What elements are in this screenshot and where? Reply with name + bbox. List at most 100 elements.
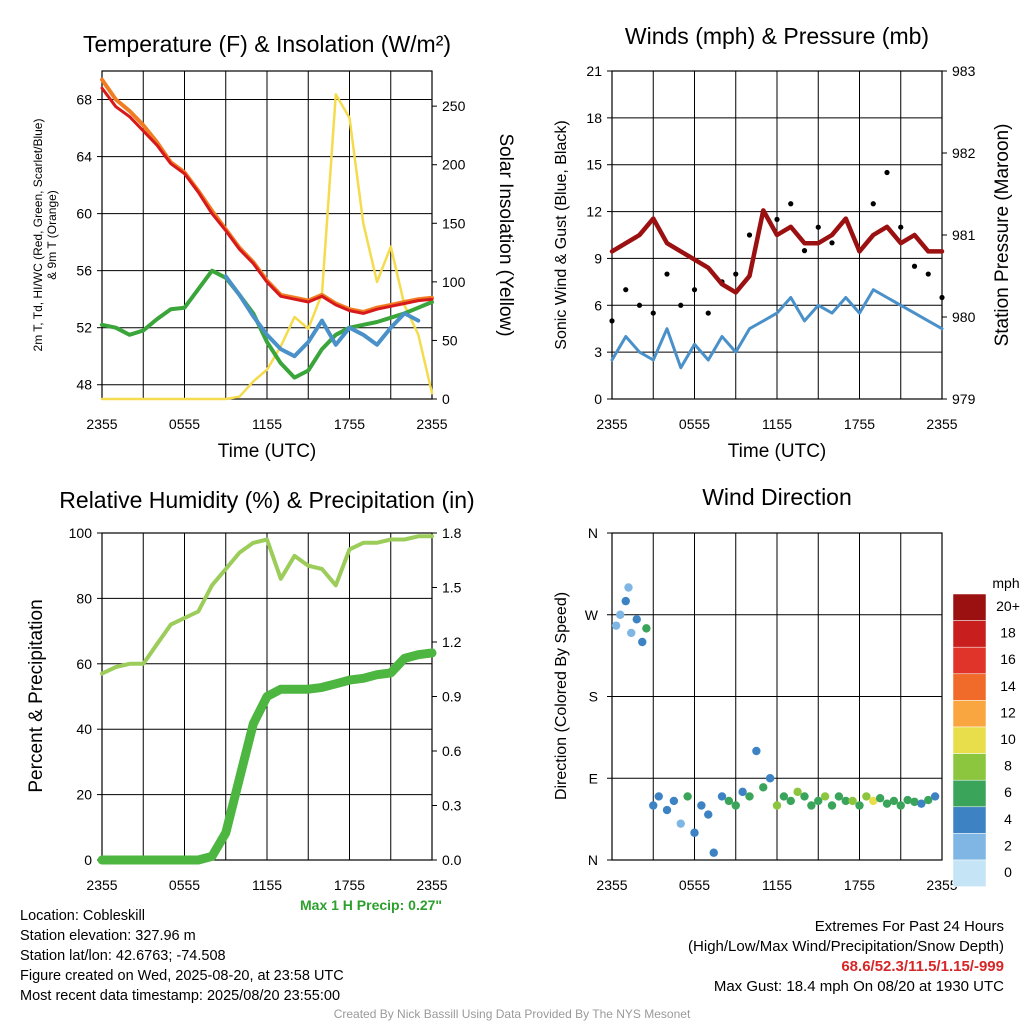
gust-point <box>746 232 753 238</box>
gust-point <box>925 271 931 277</box>
gust-point <box>705 310 711 316</box>
extremes-panel: Extremes For Past 24 Hours (High/Low/Max… <box>688 917 1004 997</box>
y-tick-label: N <box>588 525 598 541</box>
y2-tick-label: 100 <box>442 274 466 290</box>
legend-swatch <box>952 700 987 728</box>
legend-swatch <box>952 833 987 861</box>
y-tick-label: 12 <box>586 204 602 220</box>
legend-swatch <box>952 620 987 648</box>
gust-point <box>678 302 684 308</box>
wind-direction-point <box>697 801 706 810</box>
legend-label: 18 <box>1000 625 1016 641</box>
x-tick-label: 0555 <box>169 416 200 432</box>
gust-point <box>691 287 698 293</box>
wind-direction-point <box>624 583 633 592</box>
y2-axis-label: Solar Insolation (Yellow) <box>495 133 516 336</box>
temp-2m-line <box>100 86 434 315</box>
wind-direction-point <box>779 792 789 801</box>
plot-frame <box>101 70 433 400</box>
heat-index-line <box>223 274 421 359</box>
wind-direction-point <box>662 805 672 815</box>
wind-direction-point <box>745 792 754 801</box>
gust-point <box>650 310 656 316</box>
x-tick-label: 0555 <box>679 877 710 893</box>
y-tick-label: 100 <box>69 525 93 541</box>
y-tick-label: 80 <box>76 590 92 606</box>
wind-direction-point <box>820 792 830 801</box>
chart-title: Relative Humidity (%) & Precipitation (i… <box>59 487 474 513</box>
legend-label: 14 <box>1000 678 1016 694</box>
y-tick-label: 52 <box>76 320 92 336</box>
legend-swatch <box>952 646 987 675</box>
x-tick-label: 1755 <box>844 877 875 893</box>
y-tick-label: 15 <box>586 157 602 173</box>
y-tick-label: 64 <box>76 149 92 165</box>
y2-tick-label: 982 <box>952 145 976 161</box>
wind-direction-point <box>807 801 816 810</box>
recent-data-label: Most recent data timestamp: 2025/08/20 2… <box>20 988 341 1004</box>
wind-direction-point <box>752 746 761 756</box>
wind-direction-point <box>642 624 651 633</box>
x-tick-label: 2355 <box>926 877 957 893</box>
station-pressure-line <box>609 208 945 295</box>
chart-title: Wind Direction <box>702 484 852 510</box>
wind-direction-point <box>917 799 926 808</box>
wind-direction-point <box>649 801 658 810</box>
y-tick-label: W <box>585 607 599 623</box>
wind-direction-point <box>638 637 647 647</box>
y-tick-label: 6 <box>594 297 602 313</box>
precipitation-line <box>97 648 437 865</box>
x-tick-label: 1155 <box>762 877 792 893</box>
wind-direction-point <box>841 796 850 806</box>
extremes-values: 68.6/52.3/11.5/1.15/-999 <box>841 958 1004 975</box>
gust-point <box>801 248 808 254</box>
wind-direction-point <box>759 783 768 792</box>
wind-direction-point <box>632 615 641 624</box>
wind-direction-point <box>616 610 625 619</box>
y-tick-label: 60 <box>76 656 92 672</box>
y2-tick-label: 0 <box>442 391 450 407</box>
y-tick-label: 48 <box>76 377 92 393</box>
wind-direction-point <box>683 792 692 801</box>
y-tick-label: N <box>588 852 598 868</box>
x-tick-label: 1155 <box>252 416 282 432</box>
wind-direction-point <box>827 801 837 810</box>
x-tick-label: 2355 <box>86 877 117 893</box>
y2-tick-label: 250 <box>442 98 466 114</box>
y2-tick-label: 200 <box>442 157 466 173</box>
legend-title: mph <box>992 575 1019 591</box>
wind-direction-point <box>834 792 844 801</box>
y2-tick-label: 1.2 <box>442 634 462 650</box>
x-tick-label: 0555 <box>679 416 710 432</box>
relative-humidity-line <box>100 534 434 676</box>
y2-tick-label: 0.0 <box>442 852 462 868</box>
y-axis-label: 2m T, Td, HI/WC (Red, Green, Scarlet/Blu… <box>31 119 45 352</box>
x-tick-label: 1755 <box>844 416 875 432</box>
legend-label: 0 <box>1004 864 1012 880</box>
y-tick-label: 0 <box>84 852 92 868</box>
wind-direction-point <box>786 796 795 806</box>
y2-tick-label: 980 <box>952 309 976 325</box>
wind-direction-point <box>654 792 663 801</box>
sonic-wind-line <box>610 288 944 370</box>
y-axis-label-line2: & 9m T (Orange) <box>45 190 59 280</box>
y2-tick-label: 979 <box>952 391 976 407</box>
y2-tick-label: 0.9 <box>442 689 462 705</box>
gust-point <box>829 240 835 246</box>
extremes-subtitle: (High/Low/Max Wind/Precipitation/Snow De… <box>688 938 1004 955</box>
gust-point <box>870 201 876 207</box>
x-tick-label: 2355 <box>416 416 447 432</box>
location-label: Location: Cobleskill <box>20 908 145 924</box>
x-axis-label: Time (UTC) <box>728 441 827 462</box>
x-axis-label: Time (UTC) <box>218 441 317 462</box>
wind-direction-point <box>709 848 718 857</box>
y-tick-label: 56 <box>76 263 92 279</box>
wind-direction-point <box>704 810 713 819</box>
legend-label: 8 <box>1004 758 1012 774</box>
y2-tick-label: 0.3 <box>442 798 462 814</box>
y-axis-label: Sonic Wind & Gust (Blue, Black) <box>553 120 570 349</box>
wind-direction-point <box>814 796 823 806</box>
wind-direction-point <box>924 795 933 805</box>
chart-title: Winds (mph) & Pressure (mb) <box>625 23 929 49</box>
